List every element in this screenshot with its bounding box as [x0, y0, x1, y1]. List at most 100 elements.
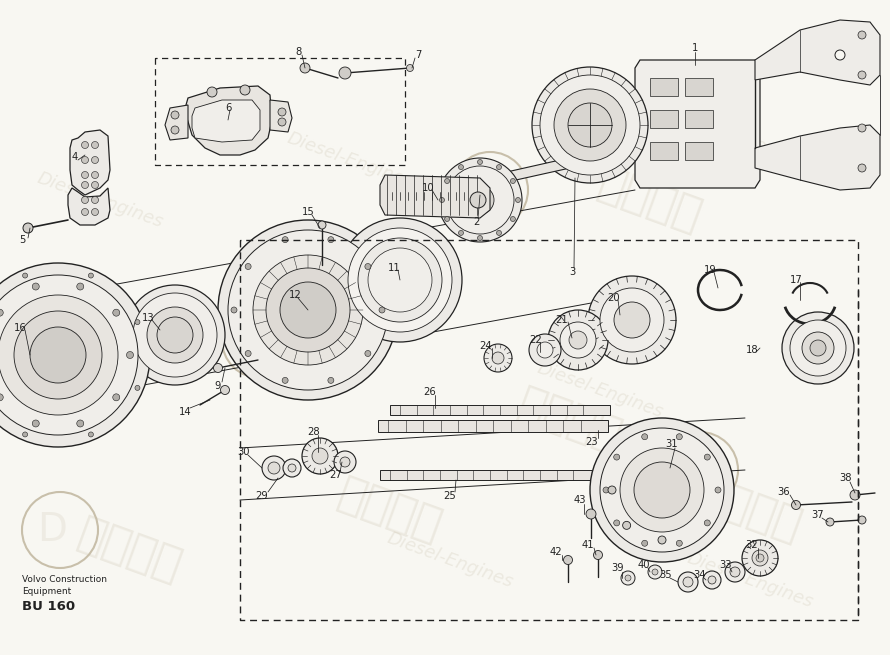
Circle shape: [497, 231, 501, 235]
Text: 33: 33: [720, 560, 732, 570]
Text: 6: 6: [225, 103, 231, 113]
Circle shape: [470, 192, 486, 208]
Circle shape: [790, 320, 846, 376]
Circle shape: [318, 221, 326, 229]
Circle shape: [478, 160, 482, 164]
Circle shape: [23, 223, 33, 233]
Text: 29: 29: [255, 491, 269, 501]
Circle shape: [478, 236, 482, 240]
Circle shape: [484, 344, 512, 372]
Circle shape: [88, 432, 93, 437]
Circle shape: [379, 307, 385, 313]
Circle shape: [88, 273, 93, 278]
Circle shape: [340, 457, 350, 467]
Circle shape: [82, 196, 88, 204]
Polygon shape: [270, 100, 292, 132]
Text: D: D: [677, 451, 707, 489]
Circle shape: [510, 179, 515, 183]
Circle shape: [594, 550, 603, 559]
Circle shape: [126, 352, 134, 358]
Circle shape: [253, 255, 363, 365]
Circle shape: [365, 350, 371, 356]
Text: 1: 1: [692, 43, 698, 53]
Circle shape: [92, 172, 99, 179]
Text: 9: 9: [214, 381, 222, 391]
Circle shape: [288, 464, 296, 472]
Text: 紫发动力: 紫发动力: [72, 512, 188, 588]
Circle shape: [826, 518, 834, 526]
Text: 紫发动力: 紫发动力: [692, 472, 807, 548]
Circle shape: [497, 164, 501, 170]
Circle shape: [82, 172, 88, 179]
Circle shape: [458, 164, 464, 170]
Text: BU 160: BU 160: [22, 600, 75, 613]
Circle shape: [438, 158, 522, 242]
Circle shape: [221, 386, 230, 394]
Text: Diesel-Engines: Diesel-Engines: [734, 129, 866, 191]
Text: 37: 37: [812, 510, 824, 520]
Polygon shape: [68, 188, 110, 225]
Circle shape: [683, 577, 693, 587]
Circle shape: [300, 63, 310, 73]
Polygon shape: [165, 105, 188, 140]
Circle shape: [245, 350, 251, 356]
Circle shape: [742, 540, 778, 576]
Text: 17: 17: [789, 275, 803, 285]
Circle shape: [77, 420, 84, 427]
Circle shape: [730, 567, 740, 577]
Circle shape: [0, 394, 4, 401]
Text: D: D: [37, 511, 67, 549]
Text: 14: 14: [179, 407, 191, 417]
Circle shape: [560, 322, 596, 358]
Circle shape: [445, 217, 449, 221]
Circle shape: [648, 565, 662, 579]
Text: 21: 21: [555, 315, 569, 325]
Circle shape: [77, 283, 84, 290]
Circle shape: [835, 50, 845, 60]
Text: 41: 41: [582, 540, 595, 550]
Circle shape: [756, 554, 764, 562]
Text: 18: 18: [746, 345, 758, 355]
Circle shape: [283, 459, 301, 477]
Polygon shape: [635, 60, 760, 188]
Circle shape: [569, 331, 587, 349]
Circle shape: [92, 196, 99, 204]
Text: D: D: [237, 321, 267, 359]
Text: Equipment: Equipment: [22, 587, 71, 596]
Text: 紫发动力: 紫发动力: [242, 252, 358, 329]
Bar: [685, 142, 713, 160]
Polygon shape: [390, 160, 570, 210]
Circle shape: [623, 521, 631, 529]
Text: Diesel-Engines: Diesel-Engines: [384, 529, 515, 591]
Text: 43: 43: [574, 495, 587, 505]
Circle shape: [614, 520, 619, 526]
Text: 紫发动力: 紫发动力: [593, 162, 708, 238]
Circle shape: [125, 285, 225, 385]
Text: 7: 7: [415, 50, 421, 60]
Circle shape: [540, 75, 640, 175]
Circle shape: [171, 126, 179, 134]
Text: 8: 8: [295, 47, 301, 57]
Circle shape: [268, 462, 280, 474]
Text: 39: 39: [611, 563, 624, 573]
Circle shape: [782, 312, 854, 384]
Circle shape: [92, 208, 99, 215]
Circle shape: [791, 500, 800, 510]
Text: 3: 3: [569, 267, 575, 277]
Text: Diesel-Engines: Diesel-Engines: [35, 169, 166, 231]
Circle shape: [802, 332, 834, 364]
Circle shape: [590, 418, 734, 562]
Polygon shape: [390, 405, 610, 415]
Circle shape: [458, 231, 464, 235]
Text: 5: 5: [19, 235, 25, 245]
Circle shape: [652, 569, 658, 575]
Circle shape: [858, 71, 866, 79]
Circle shape: [621, 571, 635, 585]
Bar: [650, 110, 678, 128]
Circle shape: [708, 576, 716, 584]
Circle shape: [214, 364, 222, 373]
Circle shape: [634, 462, 690, 518]
Circle shape: [282, 236, 288, 242]
Circle shape: [588, 276, 676, 364]
Circle shape: [228, 230, 388, 390]
